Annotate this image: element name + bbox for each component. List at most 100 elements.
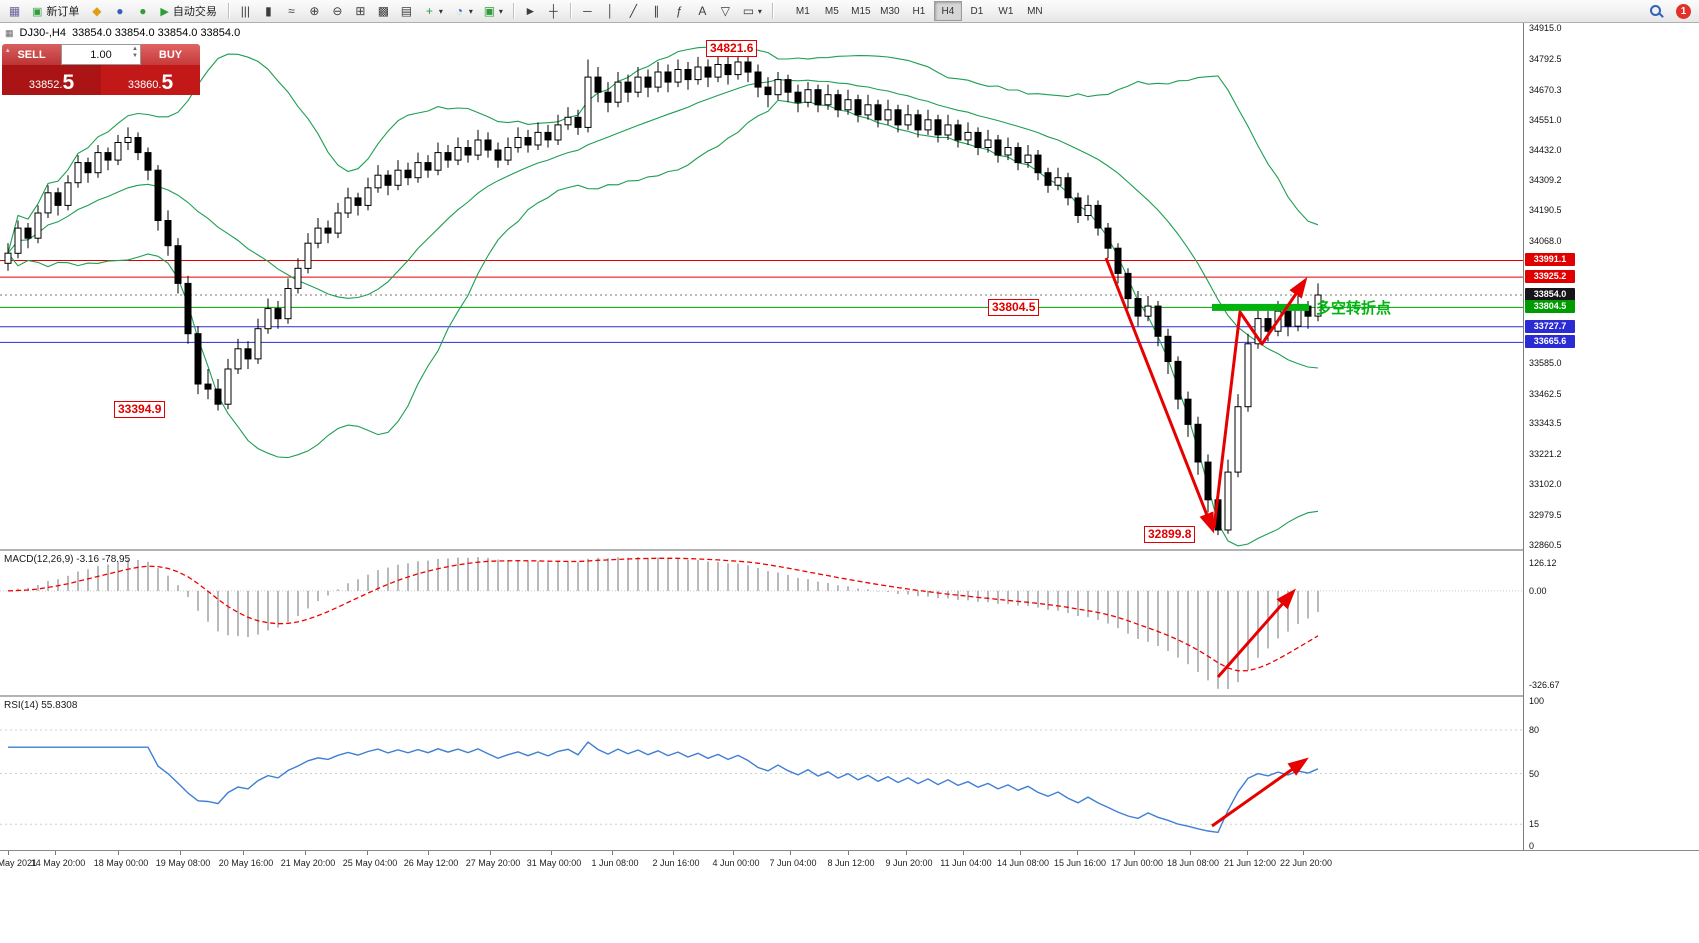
channel-tool-icon[interactable]: ∥	[653, 4, 660, 18]
time-axis-label: 20 May 16:00	[218, 858, 274, 868]
time-axis-tick	[963, 851, 964, 855]
time-axis-label: 2 Jun 16:00	[652, 858, 700, 868]
price-axis-tick: 34551.0	[1529, 115, 1562, 125]
price-marker-label: 33665.6	[1525, 335, 1575, 348]
metaquotes-market-icon[interactable]: ◆	[92, 4, 102, 18]
timeframe-button-H1[interactable]: H1	[912, 5, 926, 17]
price-axis-tick: 33343.5	[1529, 418, 1562, 428]
price-axis[interactable]: 34915.0 34792.5 34670.3 34551.0 34432.0 34309…	[1523, 22, 1699, 851]
chart-window-icon[interactable]: ▦	[8, 4, 21, 18]
indicators-add-icon[interactable]: +	[425, 4, 433, 18]
rsi-panel-canvas[interactable]	[0, 697, 1523, 850]
toolbar-right-group: 1	[1649, 3, 1695, 19]
main-chart-canvas[interactable]	[0, 22, 1523, 549]
new-order-button[interactable]: ▣ 新订单	[27, 1, 84, 21]
price-axis-tick: 34792.5	[1529, 54, 1562, 64]
buy-price[interactable]: 33860. 5	[101, 65, 200, 95]
time-axis-label: 18 May 00:00	[93, 858, 149, 868]
macd-panel-canvas[interactable]	[0, 551, 1523, 695]
price-marker-label: 33991.1	[1525, 253, 1575, 266]
sell-price[interactable]: 33852. 5	[2, 65, 101, 95]
rsi-axis-label: 100	[1529, 696, 1545, 706]
price-axis-tick: 34432.0	[1529, 145, 1562, 155]
new-order-label: 新订单	[46, 6, 80, 18]
panel-separator[interactable]	[0, 549, 1699, 551]
arrange-windows-icon[interactable]: ▤	[400, 4, 413, 18]
timeframe-button-W1[interactable]: W1	[998, 5, 1014, 17]
templates-icon[interactable]: ▣	[483, 4, 496, 18]
auto-trading-button[interactable]: ▶ 自动交易	[155, 1, 221, 21]
periods-icon[interactable]: ◔	[455, 4, 463, 18]
time-axis-label: 26 May 12:00	[403, 858, 459, 868]
price-marker-label: 33854.0	[1525, 288, 1575, 301]
periods-dropdown-icon[interactable]: ▾	[468, 6, 473, 16]
time-axis-tick	[8, 851, 9, 855]
timeframe-button-D1[interactable]: D1	[970, 5, 984, 17]
notification-badge[interactable]: 1	[1676, 3, 1691, 19]
annotation-pivot-price: 33804.5	[988, 299, 1040, 316]
timeframe-button-M30[interactable]: M30	[880, 5, 900, 17]
macd-axis-label: -326.67	[1529, 680, 1560, 690]
timeframe-button-M15[interactable]: M15	[851, 5, 871, 17]
lot-spinner[interactable]: ▲ ▼	[132, 46, 138, 60]
search-icon[interactable]	[1649, 4, 1664, 19]
time-axis-label: 25 May 04:00	[342, 858, 398, 868]
shapes-dropdown-icon[interactable]: ▾	[757, 6, 762, 16]
text-tool-icon[interactable]: A	[698, 4, 707, 18]
toolbar-separator	[512, 3, 514, 19]
time-axis-tick	[243, 851, 244, 855]
time-axis-label: 17 Jun 00:00	[1110, 858, 1164, 868]
bar-chart-icon[interactable]: |||	[240, 4, 251, 18]
time-axis-tick	[428, 851, 429, 855]
vertical-line-tool-icon[interactable]: │	[606, 4, 615, 18]
spinner-up-icon[interactable]: ▲	[132, 46, 138, 52]
fibonacci-tool-icon[interactable]: ƒ	[676, 4, 683, 18]
indicators-dropdown-icon[interactable]: ▾	[438, 6, 443, 16]
auto-trading-label: 自动交易	[172, 6, 217, 18]
shapes-tool-icon[interactable]: ▭	[742, 4, 755, 18]
time-axis-label: 8 Jun 12:00	[827, 858, 875, 868]
time-axis-label: 18 Jun 08:00	[1166, 858, 1220, 868]
community-icon[interactable]: ●	[139, 4, 147, 18]
profile-icon[interactable]: ●	[116, 4, 124, 18]
price-axis-tick: 33221.2	[1529, 449, 1562, 459]
candlestick-chart-icon[interactable]: ▮	[265, 4, 272, 18]
sell-button[interactable]: SELL	[2, 44, 61, 65]
timeframe-button-M1[interactable]: M1	[795, 5, 810, 17]
crosshair-tool-icon[interactable]: ┼	[549, 4, 558, 18]
time-axis-tick	[733, 851, 734, 855]
cursor-tool-icon[interactable]: ►	[524, 4, 537, 18]
timeframe-button-H4[interactable]: H4	[933, 1, 962, 21]
price-axis-tick: 33102.0	[1529, 479, 1562, 489]
label-tool-icon[interactable]: ▽	[720, 4, 730, 18]
templates-dropdown-icon[interactable]: ▾	[498, 6, 503, 16]
tile-windows-icon[interactable]: ⊞	[355, 4, 366, 18]
one-click-collapse-icon[interactable]: ▴	[6, 47, 10, 54]
time-axis-label: 1 Jun 08:00	[591, 858, 639, 868]
macd-label: MACD(12,26,9) -3.16 -78.95	[4, 554, 131, 565]
zoom-in-icon[interactable]: ⊕	[309, 4, 320, 18]
time-axis-label: 13 May 2021	[0, 858, 38, 868]
line-chart-icon[interactable]: ≈	[288, 4, 295, 18]
time-axis-tick	[906, 851, 907, 855]
lot-size-input[interactable]: 1.00 ▲ ▼	[61, 44, 141, 65]
rsi-axis-label: 50	[1529, 769, 1540, 779]
rsi-axis-label: 80	[1529, 725, 1540, 735]
chart-header: ▦ DJ30-,H4 33854.0 33854.0 33854.0 33854…	[5, 27, 240, 39]
zoom-out-icon[interactable]: ⊖	[332, 4, 343, 18]
timeframe-button-MN[interactable]: MN	[1027, 5, 1043, 17]
time-axis-tick	[118, 851, 119, 855]
panel-separator[interactable]	[0, 695, 1699, 697]
price-axis-tick: 33585.0	[1529, 358, 1562, 368]
horizontal-line-tool-icon[interactable]: ─	[583, 4, 592, 18]
time-axis-tick	[673, 851, 674, 855]
buy-button[interactable]: BUY	[141, 44, 200, 65]
cascade-windows-icon[interactable]: ▩	[377, 4, 390, 18]
price-marker-label: 33804.5	[1525, 300, 1575, 313]
spinner-down-icon[interactable]: ▼	[132, 53, 138, 59]
timeframe-button-M5[interactable]: M5	[824, 5, 839, 17]
sell-price-pip: 5	[62, 71, 75, 94]
buy-price-main: 33860.	[127, 79, 162, 91]
trendline-tool-icon[interactable]: ╱	[629, 4, 637, 18]
